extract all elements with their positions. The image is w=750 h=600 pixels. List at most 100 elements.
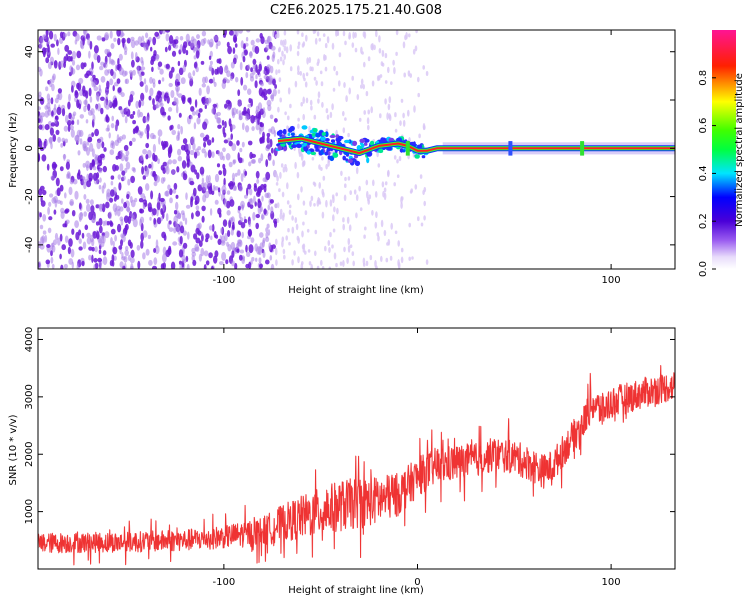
- noise-speckle: [234, 172, 238, 177]
- noise-speckle: [302, 72, 306, 79]
- noise-speckle: [318, 198, 321, 205]
- noise-speckle: [79, 40, 84, 49]
- noise-speckle: [160, 177, 165, 184]
- noise-speckle: [326, 114, 330, 120]
- noise-speckle: [360, 84, 363, 89]
- noise-speckle: [254, 46, 260, 54]
- noise-speckle: [68, 93, 71, 102]
- noise-speckle: [132, 69, 136, 76]
- y-tick-label: 40: [24, 45, 35, 58]
- noise-speckle: [177, 124, 181, 130]
- noise-speckle: [171, 50, 177, 57]
- noise-speckle: [49, 127, 55, 136]
- noise-speckle: [220, 240, 226, 246]
- noise-speckle: [95, 92, 100, 101]
- noise-speckle: [96, 55, 101, 63]
- noise-speckle: [223, 132, 227, 138]
- noise-speckle: [135, 52, 138, 61]
- noise-speckle: [39, 224, 44, 230]
- noise-speckle: [110, 189, 115, 197]
- carrier-blip: [405, 141, 410, 156]
- noise-speckle: [253, 195, 256, 204]
- colorbar: 0.0 0.2 0.4 0.6 0.8 Normalized spectral ampl…: [698, 30, 745, 277]
- noise-speckle: [195, 44, 199, 52]
- noise-speckle: [100, 61, 105, 66]
- noise-speckle: [87, 37, 91, 46]
- noise-speckle: [132, 218, 138, 228]
- noise-speckle: [56, 106, 62, 116]
- noise-speckle: [193, 55, 197, 60]
- noise-speckle: [277, 69, 281, 74]
- noise-speckle: [221, 81, 226, 90]
- noise-speckle: [205, 175, 209, 184]
- noise-speckle: [351, 251, 355, 256]
- noise-speckle: [150, 161, 154, 171]
- noise-speckle: [313, 30, 317, 34]
- noise-speckle: [235, 30, 239, 37]
- noise-speckle: [286, 200, 290, 205]
- noise-speckle: [121, 134, 126, 140]
- noise-speckle: [201, 233, 204, 242]
- noise-speckle: [174, 222, 179, 228]
- noise-speckle: [78, 246, 83, 251]
- spectrogram-marks: [38, 30, 675, 269]
- noise-speckle: [365, 91, 369, 97]
- noise-speckle: [139, 208, 143, 214]
- noise-speckle: [47, 44, 50, 53]
- noise-speckle: [182, 258, 187, 264]
- noise-speckle: [276, 202, 280, 209]
- noise-speckle: [209, 60, 213, 65]
- noise-speckle: [317, 58, 320, 64]
- spectrogram-y-ticks: 40 20 0 -20 -40: [24, 45, 675, 253]
- noise-speckle: [335, 70, 339, 76]
- noise-speckle: [315, 80, 318, 86]
- noise-speckle: [332, 87, 336, 92]
- noise-speckle: [84, 224, 89, 231]
- noise-speckle: [425, 71, 429, 76]
- noise-speckle: [408, 33, 411, 38]
- noise-speckle: [282, 248, 286, 255]
- noise-speckle: [114, 165, 119, 171]
- noise-speckle: [97, 103, 101, 112]
- noise-speckle: [75, 33, 80, 42]
- noise-speckle: [425, 259, 429, 265]
- noise-speckle: [284, 164, 287, 169]
- noise-speckle: [209, 208, 213, 216]
- noise-speckle: [282, 59, 285, 66]
- noise-speckle: [187, 143, 191, 151]
- noise-speckle: [106, 49, 111, 54]
- noise-speckle: [47, 227, 52, 234]
- noise-speckle: [339, 261, 343, 266]
- noise-speckle: [273, 220, 278, 228]
- noise-speckle: [266, 132, 271, 138]
- noise-speckle: [98, 249, 102, 255]
- noise-speckle: [132, 167, 136, 173]
- noise-speckle: [114, 234, 117, 242]
- noise-speckle: [104, 231, 110, 239]
- noise-speckle: [139, 73, 143, 82]
- noise-speckle: [304, 210, 308, 216]
- noise-speckle: [260, 81, 264, 87]
- noise-speckle: [150, 46, 153, 52]
- noise-speckle: [97, 155, 103, 164]
- noise-speckle: [68, 186, 73, 196]
- noise-speckle: [230, 228, 234, 236]
- noise-speckle: [152, 143, 156, 153]
- noise-speckle: [363, 110, 367, 115]
- noise-speckle: [40, 112, 46, 118]
- noise-speckle: [387, 169, 390, 177]
- noise-speckle: [392, 59, 395, 66]
- noise-speckle: [215, 43, 219, 50]
- noise-speckle: [263, 75, 269, 80]
- noise-speckle: [283, 254, 286, 260]
- noise-speckle: [326, 36, 330, 44]
- noise-speckle: [135, 100, 139, 109]
- noise-speckle: [274, 118, 278, 123]
- noise-speckle: [294, 217, 298, 224]
- noise-speckle: [214, 173, 220, 183]
- noise-speckle: [345, 95, 348, 103]
- noise-speckle: [123, 201, 127, 209]
- noise-speckle: [274, 203, 278, 209]
- noise-speckle: [218, 170, 223, 176]
- noise-speckle: [140, 240, 144, 249]
